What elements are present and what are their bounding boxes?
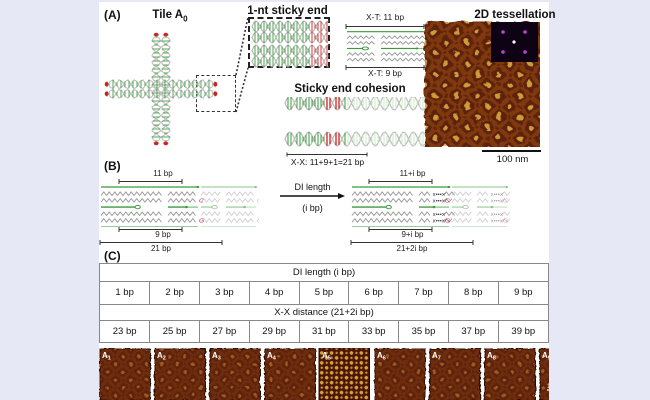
svg-text:100 nm: 100 nm (547, 383, 549, 390)
svg-text:x•••x: x•••x (433, 199, 445, 205)
svg-text:x•••x: x•••x (491, 199, 503, 205)
svg-text:x•••x: x•••x (433, 192, 445, 198)
svg-text:C: C (257, 198, 259, 205)
svg-text:x•••x: x•••x (433, 212, 445, 218)
svg-text:C: C (503, 198, 508, 205)
svg-text:G: G (257, 218, 259, 225)
svg-text:x•••x: x•••x (491, 212, 503, 218)
svg-text:x•••x: x•••x (433, 219, 445, 225)
svg-text:G: G (445, 218, 450, 225)
svg-text:x•••x: x•••x (491, 192, 503, 198)
svg-text:C: C (445, 198, 450, 205)
svg-text:G: G (503, 218, 508, 225)
svg-text:x•••x: x•••x (491, 219, 503, 225)
